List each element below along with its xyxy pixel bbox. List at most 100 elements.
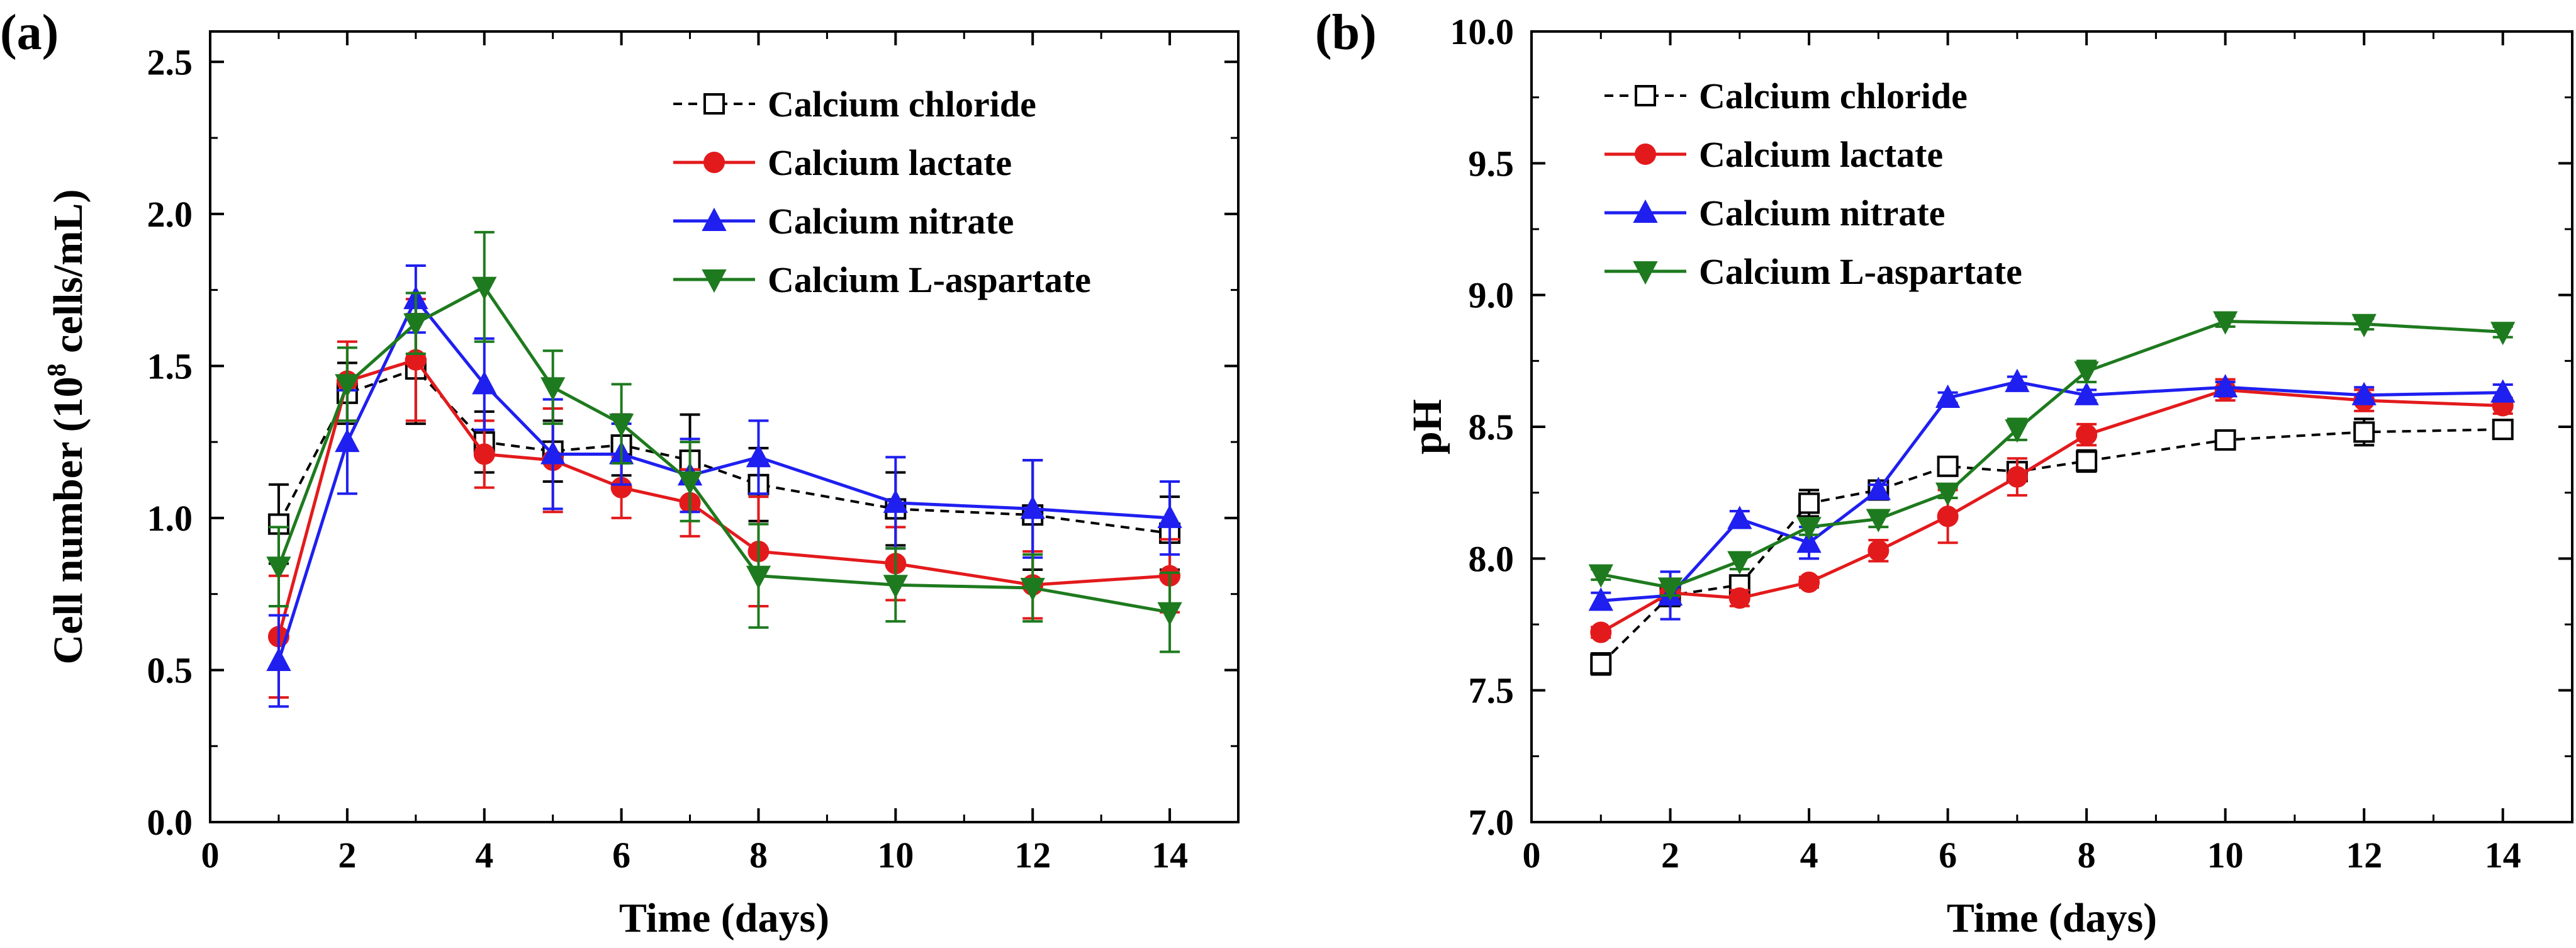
x-tick-label: 6 <box>612 835 630 876</box>
y-tick-label: 2.0 <box>147 194 193 235</box>
data-point <box>2074 361 2099 385</box>
series-calcium-l-aspartate <box>266 230 1182 653</box>
x-axis-label: Time (days) <box>619 895 829 941</box>
y-tick-label: 7.5 <box>1469 670 1515 711</box>
legend-entry-calcium-l-aspartate: Calcium L-aspartate <box>673 259 1091 300</box>
data-point <box>1728 587 1750 609</box>
data-point <box>1796 517 1822 541</box>
data-point <box>2490 379 2516 403</box>
data-point <box>1937 455 1959 477</box>
series-line <box>277 358 1170 637</box>
data-point <box>2490 322 2516 346</box>
legend-marker <box>703 93 725 115</box>
x-tick-label: 8 <box>749 835 768 876</box>
legend-entry-calcium-chloride: Calcium chloride <box>673 84 1036 125</box>
data-point <box>2214 429 2236 451</box>
data-point <box>403 313 428 337</box>
legend-label: Calcium L-aspartate <box>768 259 1091 300</box>
x-tick-label: 4 <box>475 835 493 876</box>
data-point <box>608 414 634 437</box>
data-point <box>2074 381 2099 405</box>
legend-entry-calcium-lactate: Calcium lactate <box>673 142 1012 183</box>
legend-marker <box>702 269 727 293</box>
data-point <box>1588 564 1613 588</box>
data-point <box>1935 384 1961 408</box>
data-point <box>1935 482 1961 506</box>
y-axis-label-suffix: cells/mL) <box>45 189 91 364</box>
legend-label: Calcium L-aspartate <box>1699 251 2022 292</box>
data-point <box>1798 572 1820 594</box>
panel-a-axes-frame <box>209 30 1240 823</box>
legend-marker <box>703 152 725 173</box>
data-point <box>1727 505 1752 529</box>
legend-entry-calcium-nitrate: Calcium nitrate <box>1604 193 1945 234</box>
y-tick-label: 9.0 <box>1469 275 1515 316</box>
data-point <box>1798 492 1820 514</box>
legend-label: Calcium nitrate <box>768 201 1014 242</box>
data-point <box>472 371 497 395</box>
data-point <box>2353 421 2375 443</box>
data-point <box>473 443 495 465</box>
data-point <box>1727 551 1752 575</box>
data-point <box>1868 539 1890 561</box>
y-tick-label: 8.5 <box>1469 407 1515 448</box>
data-point <box>1590 653 1612 675</box>
data-point <box>1937 505 1959 528</box>
legend-entry-calcium-lactate: Calcium lactate <box>1604 134 1943 175</box>
series-line <box>1599 428 2503 665</box>
legend-marker <box>1635 85 1656 106</box>
y-tick-label: 1.5 <box>147 346 193 387</box>
y-tick-label: 10.0 <box>1450 11 1515 52</box>
panel-b-label: (b) <box>1315 5 1377 60</box>
legend-label: Calcium lactate <box>768 142 1012 183</box>
data-point <box>677 471 703 495</box>
data-point <box>1796 529 1822 553</box>
legend-label: Calcium nitrate <box>1699 193 1945 234</box>
legend-marker <box>1633 261 1658 285</box>
x-tick-label: 4 <box>1800 835 1818 876</box>
legend-entry-calcium-chloride: Calcium chloride <box>1604 76 1968 116</box>
series-calcium-lactate <box>1590 378 2514 643</box>
y-tick-label: 7.0 <box>1469 802 1515 843</box>
data-point <box>2351 313 2377 337</box>
x-tick-label: 6 <box>1939 835 1957 876</box>
x-tick-label: 2 <box>338 835 356 876</box>
data-point <box>472 276 497 300</box>
x-tick-label: 8 <box>2078 835 2096 876</box>
data-point <box>1590 621 1612 643</box>
data-point <box>2076 424 2098 446</box>
data-point <box>2351 381 2377 405</box>
series-calcium-l-aspartate <box>1588 311 2516 601</box>
series-calcium-chloride <box>267 313 1181 572</box>
y-axis-label-prefix: Cell number (10 <box>45 376 91 664</box>
series-calcium-nitrate <box>1588 368 2516 621</box>
data-point <box>335 429 360 453</box>
data-point <box>2005 419 2030 443</box>
panel-a-label: (a) <box>0 5 59 60</box>
y-axis-label: Cell number (108 cells/mL) <box>43 189 91 665</box>
legend-entry-calcium-nitrate: Calcium nitrate <box>673 201 1014 242</box>
panel-b-axes-frame <box>1530 30 2573 823</box>
y-tick-label: 0.5 <box>147 650 193 691</box>
y-axis-label-superscript: 8 <box>43 363 72 376</box>
data-point <box>1020 495 1045 519</box>
data-point <box>883 489 908 513</box>
x-tick-label: 12 <box>1014 835 1051 876</box>
legend-marker <box>702 207 727 231</box>
data-point <box>1866 509 1891 533</box>
data-point <box>2213 374 2238 398</box>
x-tick-label: 0 <box>201 835 220 876</box>
data-point <box>2076 450 2098 472</box>
data-point <box>335 374 360 398</box>
series-calcium-lactate <box>267 298 1181 699</box>
legend-label: Calcium lactate <box>1699 134 1943 175</box>
panel-a-chart: (a) 0 2 4 6 8 10 12 14 0.0 0.5 1.0 1.5 2.0 2.5 Time (d… <box>0 5 1240 941</box>
panel-b-chart: (b) 0 2 4 6 8 10 12 14 7.0 7.5 8.0 8.5 9.0 9.5 10.0 Tim… <box>1315 5 2573 941</box>
data-point <box>2006 466 2028 488</box>
y-tick-label: 1.0 <box>147 498 193 539</box>
y-tick-label: 2.5 <box>147 42 193 82</box>
x-tick-label: 10 <box>2207 835 2244 876</box>
legend-marker <box>1633 199 1658 223</box>
y-axis-label: pH <box>1404 399 1450 454</box>
